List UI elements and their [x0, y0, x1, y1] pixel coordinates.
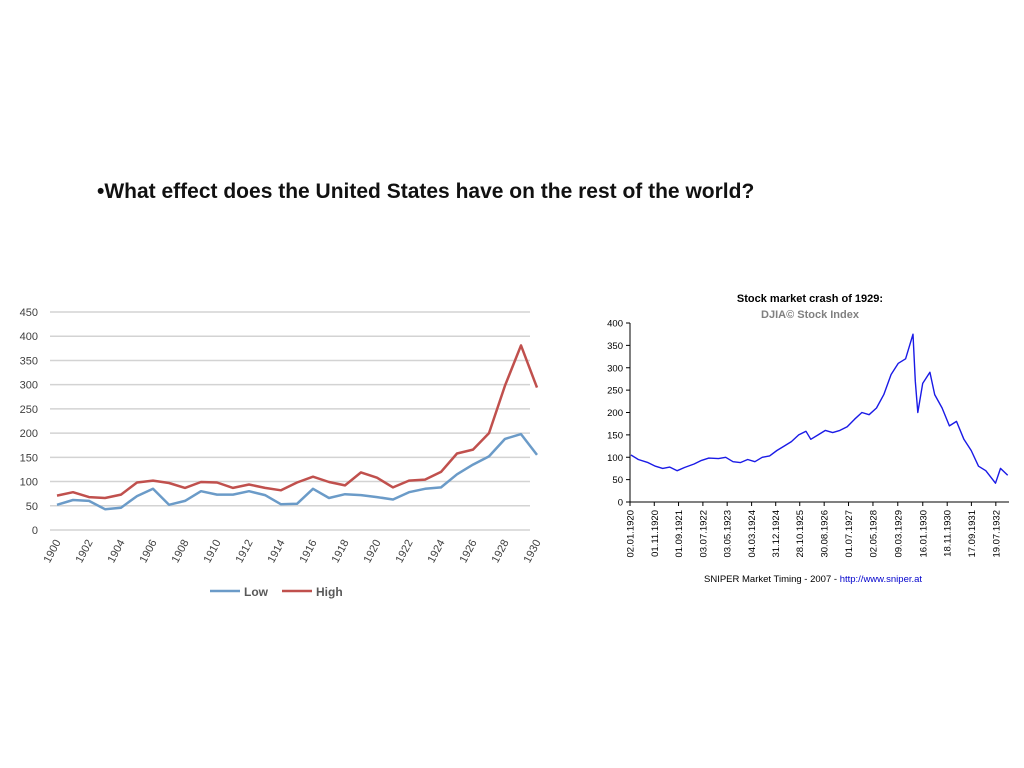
left-x-tick-label: 1930	[522, 538, 544, 565]
left-x-tick-label: 1906	[138, 538, 160, 565]
series-line-low	[56, 432, 538, 511]
djia-x-tick-label: 30.08.1926	[820, 510, 831, 558]
djia-x-tick-label: 18.11.1930	[943, 510, 954, 557]
djia-x-tick-label: 16.01.1930	[918, 510, 929, 558]
low-high-line-chart: 0 50 100 150 200 250 300 350 400 450 1900 1902 1904…	[20, 307, 544, 599]
left-x-tick-label: 1910	[202, 538, 224, 565]
left-x-tick-label: 1926	[458, 538, 480, 565]
djia-chart-title: Stock market crash of 1929:	[737, 293, 883, 305]
left-y-tick-label: 150	[20, 452, 38, 464]
credit-text: SNIPER Market Timing - 2007 -	[704, 574, 840, 585]
left-chart-y-axis: 0 50 100 150 200 250 300 350 400 450	[20, 307, 38, 537]
djia-x-tick-label: 04.03.1924	[747, 510, 758, 558]
djia-y-tick-label: 0	[618, 498, 623, 509]
djia-line-chart: Stock market crash of 1929: DJIA© Stock …	[607, 293, 1009, 585]
djia-y-tick-label: 250	[607, 386, 623, 397]
djia-x-tick-label: 03.07.1922	[698, 510, 709, 558]
djia-x-tick-label: 02.01.1920	[626, 510, 637, 558]
djia-chart-series	[630, 333, 1009, 484]
legend-low-label: Low	[244, 585, 269, 599]
djia-y-tick-label: 200	[607, 408, 623, 419]
left-y-tick-label: 300	[20, 380, 38, 392]
left-x-tick-label: 1904	[106, 538, 128, 565]
left-x-tick-label: 1902	[74, 538, 96, 565]
left-x-tick-label: 1924	[426, 538, 448, 565]
left-y-tick-label: 200	[20, 428, 38, 440]
left-chart-gridlines	[50, 311, 530, 531]
djia-x-tick-label: 19.07.1932	[991, 510, 1002, 558]
left-y-tick-label: 400	[20, 331, 38, 343]
djia-chart-credit: SNIPER Market Timing - 2007 - http://www…	[704, 574, 922, 585]
series-line-high	[56, 344, 539, 500]
djia-chart-x-axis: 02.01.1920 01.11.1920 01.09.1921 03.07.1922…	[626, 502, 1002, 558]
djia-x-tick-label: 17.09.1931	[967, 510, 978, 558]
djia-x-tick-label: 02.05.1928	[868, 510, 879, 558]
djia-chart-subtitle: DJIA© Stock Index	[761, 309, 860, 321]
djia-y-tick-label: 350	[607, 341, 623, 352]
series-line-djia	[630, 333, 1009, 484]
djia-y-tick-label: 300	[607, 363, 623, 374]
left-chart-legend: Low High	[210, 585, 343, 599]
djia-x-tick-label: 01.11.1920	[650, 510, 661, 557]
left-y-tick-label: 450	[20, 307, 38, 319]
djia-x-tick-label: 31.12.1924	[771, 510, 782, 558]
djia-chart-y-axis: 0 50 100 150 200 250 300 350 400	[607, 319, 630, 509]
djia-x-tick-label: 03.05.1923	[723, 510, 734, 558]
left-chart-series	[56, 344, 539, 511]
djia-y-tick-label: 50	[612, 475, 623, 486]
left-y-tick-label: 350	[20, 355, 38, 367]
left-x-tick-label: 1900	[42, 538, 64, 565]
djia-y-tick-label: 400	[607, 319, 623, 330]
djia-x-tick-label: 09.03.1929	[893, 510, 904, 558]
left-x-tick-label: 1920	[362, 538, 384, 565]
left-y-tick-label: 50	[26, 501, 38, 513]
djia-x-tick-label: 01.07.1927	[844, 510, 855, 558]
credit-link[interactable]: http://www.sniper.at	[840, 574, 923, 585]
left-y-tick-label: 0	[32, 525, 38, 537]
djia-y-tick-label: 100	[607, 453, 623, 464]
left-x-tick-label: 1916	[298, 538, 320, 565]
left-chart-x-axis: 1900 1902 1904 1906 1908 1910 1912 1914 1916 1918…	[42, 538, 544, 565]
djia-y-tick-label: 150	[607, 430, 623, 441]
legend-high-label: High	[316, 585, 343, 599]
djia-chart-axes	[629, 323, 1009, 503]
left-y-tick-label: 100	[20, 477, 38, 489]
left-x-tick-label: 1912	[234, 538, 256, 565]
djia-x-tick-label: 28.10.1925	[795, 510, 806, 558]
left-x-tick-label: 1922	[394, 538, 416, 565]
left-y-tick-label: 250	[20, 404, 38, 416]
djia-x-tick-label: 01.09.1921	[674, 510, 685, 558]
left-x-tick-label: 1918	[330, 538, 352, 565]
slide-question: •What effect does the United States have…	[97, 180, 755, 203]
left-x-tick-label: 1908	[170, 538, 192, 565]
left-x-tick-label: 1928	[490, 538, 512, 565]
left-x-tick-label: 1914	[266, 538, 288, 565]
